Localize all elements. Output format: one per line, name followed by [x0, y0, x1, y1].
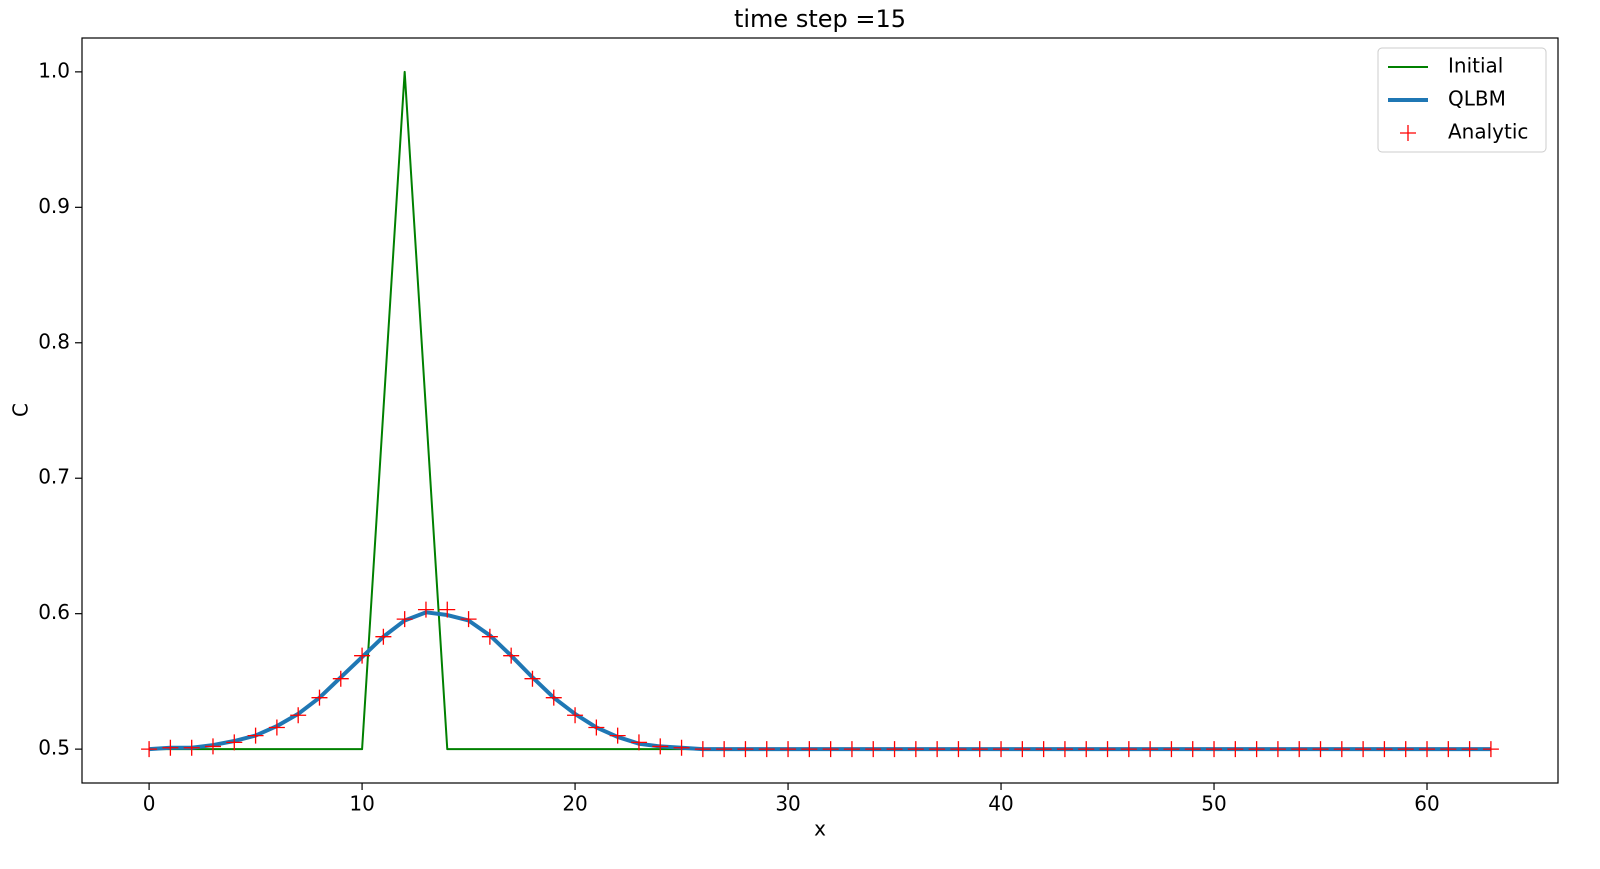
- legend-label: Initial: [1448, 54, 1503, 78]
- y-tick-label: 0.9: [38, 194, 70, 218]
- x-tick-label: 20: [562, 792, 587, 816]
- marker: [460, 611, 477, 628]
- marker: [268, 719, 285, 736]
- marker: [822, 741, 839, 758]
- marker: [567, 707, 584, 724]
- marker: [907, 741, 924, 758]
- x-tick-label: 10: [349, 792, 374, 816]
- marker: [737, 741, 754, 758]
- x-tick-label: 50: [1201, 792, 1226, 816]
- marker: [865, 741, 882, 758]
- marker: [354, 647, 371, 664]
- marker: [588, 719, 605, 736]
- marker: [1014, 741, 1031, 758]
- marker: [993, 741, 1010, 758]
- marker: [1184, 741, 1201, 758]
- marker: [503, 647, 520, 664]
- marker: [1419, 741, 1436, 758]
- marker: [1269, 741, 1286, 758]
- marker: [1099, 741, 1116, 758]
- marker: [1078, 741, 1095, 758]
- marker: [1120, 741, 1137, 758]
- plot-frame: [81, 37, 1559, 784]
- marker: [1142, 741, 1159, 758]
- marker: [183, 739, 200, 756]
- marker: [290, 707, 307, 724]
- marker: [843, 741, 860, 758]
- marker: [226, 734, 243, 751]
- marker: [950, 741, 967, 758]
- y-tick-label: 0.7: [38, 465, 70, 489]
- marker: [1227, 741, 1244, 758]
- marker: [141, 741, 158, 758]
- y-tick-label: 0.6: [38, 600, 70, 624]
- marker: [1376, 741, 1393, 758]
- chart-title: time step =15: [734, 5, 906, 33]
- x-tick-label: 30: [775, 792, 800, 816]
- y-tick-label: 1.0: [38, 58, 70, 82]
- marker: [1355, 741, 1372, 758]
- marker: [673, 739, 690, 756]
- marker: [971, 741, 988, 758]
- y-tick-label: 0.5: [38, 736, 70, 760]
- marker: [247, 727, 264, 744]
- marker: [801, 741, 818, 758]
- marker: [204, 738, 221, 755]
- marker: [481, 628, 498, 645]
- marker: [311, 689, 328, 706]
- marker: [1333, 741, 1350, 758]
- marker: [162, 739, 179, 756]
- marker: [886, 741, 903, 758]
- legend-swatch: [1400, 125, 1416, 141]
- x-tick-label: 0: [143, 792, 156, 816]
- marker: [758, 741, 775, 758]
- marker: [439, 601, 456, 618]
- marker: [524, 670, 541, 687]
- x-tick-label: 40: [988, 792, 1013, 816]
- marker: [1312, 741, 1329, 758]
- marker: [1163, 741, 1180, 758]
- series-line: [148, 610, 1491, 752]
- y-tick-label: 0.8: [38, 329, 70, 353]
- marker: [609, 727, 626, 744]
- marker: [1461, 741, 1478, 758]
- legend-label: QLBM: [1448, 87, 1506, 111]
- marker: [1482, 741, 1499, 758]
- marker: [417, 601, 434, 618]
- marker: [630, 734, 647, 751]
- y-axis-label: C: [9, 403, 33, 417]
- marker: [716, 741, 733, 758]
- marker: [545, 689, 562, 706]
- marker: [375, 628, 392, 645]
- marker: [1291, 741, 1308, 758]
- marker: [929, 741, 946, 758]
- x-axis-label: x: [814, 817, 826, 841]
- legend-box: [1377, 47, 1547, 153]
- marker: [1440, 741, 1457, 758]
- marker: [652, 738, 669, 755]
- x-tick-label: 60: [1414, 792, 1439, 816]
- marker: [780, 741, 797, 758]
- marker: [396, 611, 413, 628]
- marker: [694, 741, 711, 758]
- marker: [1397, 741, 1414, 758]
- marker: [332, 670, 349, 687]
- marker: [1248, 741, 1265, 758]
- series-line: [149, 70, 1491, 751]
- marker: [1206, 741, 1223, 758]
- legend-label: Analytic: [1448, 120, 1528, 144]
- marker: [1056, 741, 1073, 758]
- marker: [1035, 741, 1052, 758]
